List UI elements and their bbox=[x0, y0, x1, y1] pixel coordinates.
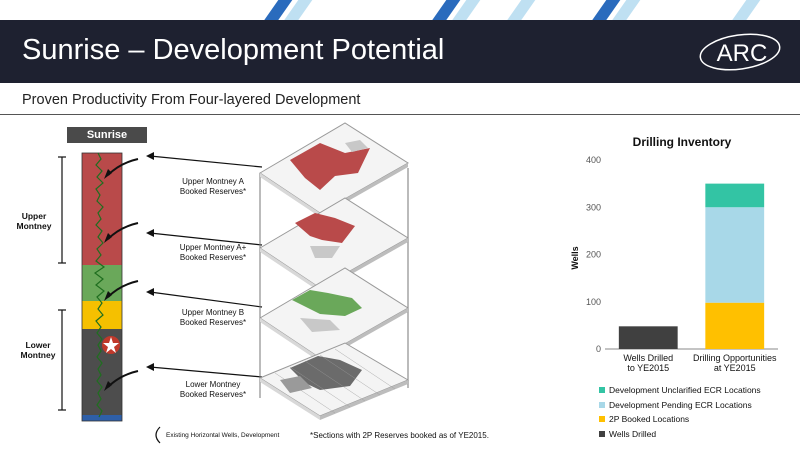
chart-ylabel: Wells bbox=[570, 246, 580, 269]
map-label-upper-a: Upper Montney A Booked Reserves* bbox=[179, 177, 247, 196]
legend-item: 2P Booked Locations bbox=[599, 412, 761, 427]
legend-item: Development Unclarified ECR Locations bbox=[599, 383, 761, 398]
map-lower-montney bbox=[258, 342, 410, 420]
title-banner: Sunrise – Development Potential ARC bbox=[0, 20, 800, 83]
chart-legend: Development Unclarified ECR Locations Dev… bbox=[599, 383, 761, 441]
bar-segment bbox=[618, 326, 678, 349]
legend-swatch bbox=[599, 416, 605, 423]
chart-title: Drilling Inventory bbox=[633, 135, 732, 149]
y-tick-label: 0 bbox=[596, 344, 601, 354]
bar-segment bbox=[705, 302, 765, 349]
log-strip bbox=[58, 152, 263, 444]
map-upper-montney-a bbox=[259, 122, 409, 217]
map-label-lower-montney: Lower Montney Booked Reserves* bbox=[179, 380, 247, 399]
legend-swatch bbox=[599, 430, 605, 437]
legend-swatch bbox=[599, 387, 605, 394]
base-zone bbox=[82, 415, 122, 421]
map-label-upper-a-plus: Upper Montney A+ Booked Reserves* bbox=[179, 243, 247, 262]
yellow-zone bbox=[82, 301, 122, 329]
x-category-label: Wells Drilled to YE2015 bbox=[623, 353, 673, 373]
bar-segment bbox=[705, 183, 765, 208]
legend-label: Development Pending ECR Locations bbox=[609, 399, 752, 410]
divider bbox=[0, 114, 800, 115]
top-decoration bbox=[0, 0, 800, 20]
legend-label: Wells Drilled bbox=[609, 428, 657, 439]
logo-text: ARC bbox=[717, 40, 768, 67]
stacked-maps bbox=[258, 122, 410, 420]
upper-montney-b-zone bbox=[82, 265, 122, 301]
y-tick-label: 100 bbox=[586, 297, 601, 307]
existing-wells-label: Existing Horizontal Wells, Development bbox=[166, 432, 280, 439]
y-tick-label: 200 bbox=[586, 250, 601, 260]
legend-swatch bbox=[599, 401, 605, 408]
legend-item: Wells Drilled bbox=[599, 427, 761, 442]
y-tick-label: 400 bbox=[586, 155, 601, 165]
bar-segment bbox=[705, 207, 765, 303]
map-label-upper-b: Upper Montney B Booked Reserves* bbox=[179, 308, 247, 327]
slide-title: Sunrise – Development Potential bbox=[22, 34, 445, 66]
legend-label: Development Unclarified ECR Locations bbox=[609, 385, 761, 396]
footnote: *Sections with 2P Reserves booked as of … bbox=[310, 431, 489, 440]
zone-label-lower-montney: Lower Montney bbox=[20, 340, 56, 360]
legend-item: Development Pending ECR Locations bbox=[599, 398, 761, 413]
legend-label: 2P Booked Locations bbox=[609, 414, 690, 425]
star-icon bbox=[103, 337, 119, 353]
y-tick-label: 300 bbox=[586, 202, 601, 212]
arc-logo: ARC bbox=[699, 33, 781, 71]
x-category-label: Drilling Opportunities at YE2015 bbox=[693, 353, 777, 373]
drilling-inventory-chart: Drilling Inventory Wells 0 100 200 300 400 W… bbox=[570, 135, 778, 373]
zone-label-upper-montney: Upper Montney bbox=[16, 211, 52, 231]
slide-subtitle: Proven Productivity From Four-layered De… bbox=[22, 92, 361, 108]
log-header: Sunrise bbox=[67, 127, 147, 143]
